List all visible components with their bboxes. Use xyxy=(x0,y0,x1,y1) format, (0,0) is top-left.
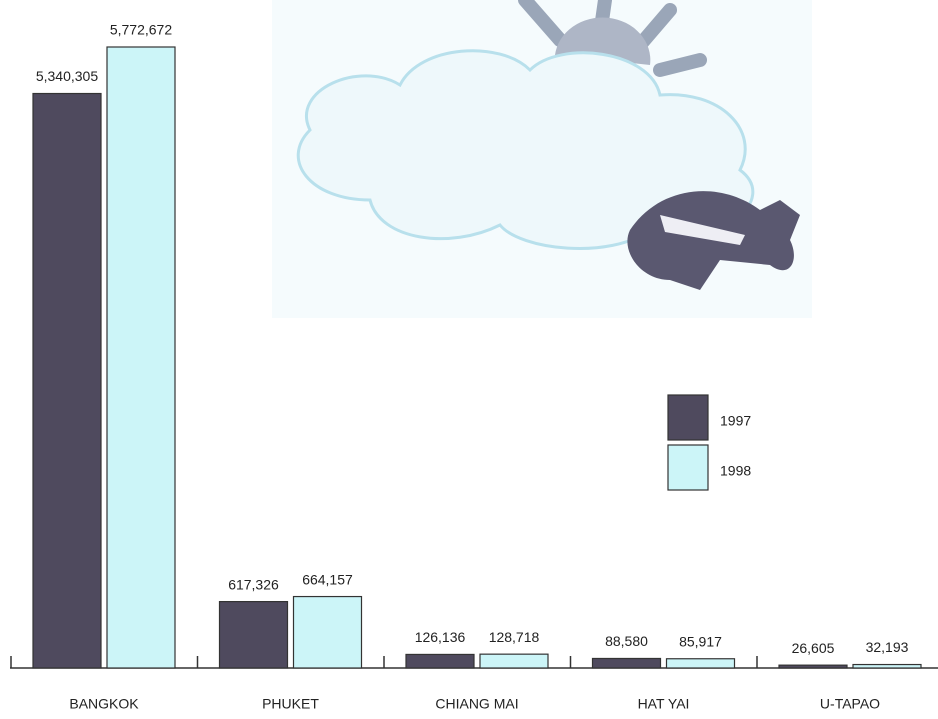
bar xyxy=(665,658,736,669)
value-label: 5,772,672 xyxy=(110,22,172,38)
legend-swatch xyxy=(667,394,709,441)
decoration xyxy=(272,0,812,318)
bar xyxy=(405,653,475,669)
x-tick-label: HAT YAI xyxy=(638,696,690,712)
bar xyxy=(292,595,363,669)
value-label: 32,193 xyxy=(866,639,909,655)
x-tick-label: BANGKOK xyxy=(69,696,139,712)
bar xyxy=(479,653,549,669)
value-label: 617,326 xyxy=(228,576,279,592)
value-label: 26,605 xyxy=(792,640,835,656)
airplane xyxy=(627,191,800,290)
bar xyxy=(218,600,289,669)
bar xyxy=(106,46,176,669)
bar xyxy=(852,663,922,669)
legend-label: 1998 xyxy=(720,463,751,479)
airplane-windows xyxy=(660,215,745,245)
value-label: 85,917 xyxy=(679,633,722,649)
cloud xyxy=(296,49,755,250)
value-label: 128,718 xyxy=(489,629,540,645)
bar xyxy=(778,664,848,669)
bar xyxy=(32,92,102,669)
legend-label: 1997 xyxy=(720,413,751,429)
value-label: 5,340,305 xyxy=(36,68,98,84)
bar xyxy=(591,657,662,669)
value-label: 126,136 xyxy=(415,629,466,645)
legend-swatch xyxy=(667,444,709,491)
x-tick-label: CHIANG MAI xyxy=(435,696,518,712)
value-label: 88,580 xyxy=(605,633,648,649)
value-label: 664,157 xyxy=(302,571,353,587)
x-tick-label: U-TAPAO xyxy=(820,696,880,712)
x-tick-label: PHUKET xyxy=(262,696,319,712)
